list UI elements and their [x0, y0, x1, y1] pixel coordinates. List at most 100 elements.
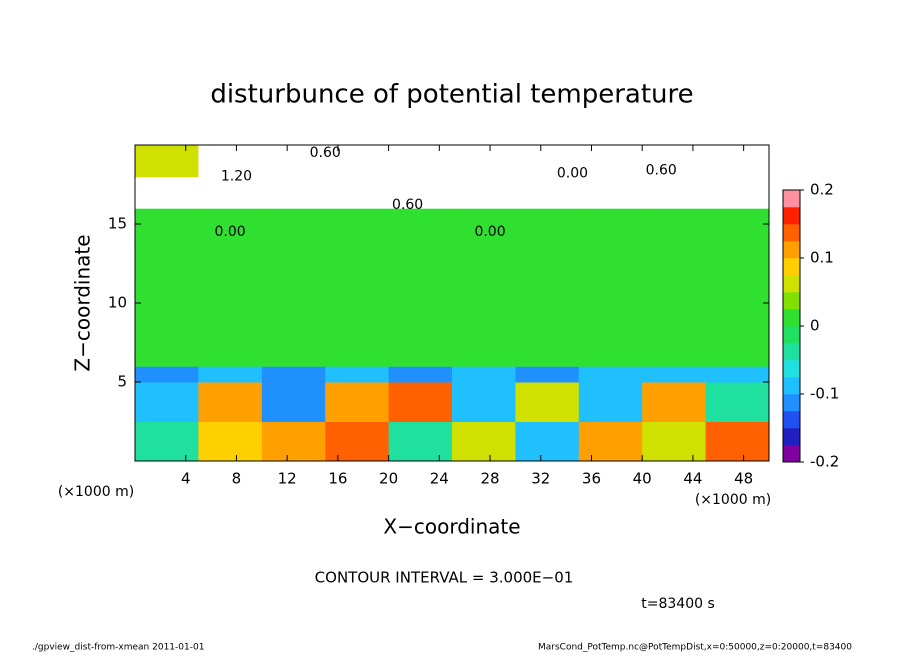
heat-cell [261, 176, 326, 209]
heat-cell [452, 145, 516, 178]
heat-cell [325, 382, 390, 422]
x-tick-label: 48 [734, 470, 753, 488]
colorbar-swatch [783, 411, 800, 429]
heat-cell [515, 208, 580, 304]
heat-cell [135, 145, 199, 178]
heat-cell [705, 208, 770, 304]
heat-cell [325, 366, 390, 383]
heat-cell [705, 145, 770, 178]
contour-label: 0.60 [646, 162, 677, 178]
chart-title: disturbunce of potential temperature [210, 80, 693, 110]
heat-cell [642, 176, 707, 209]
heat-cell [135, 382, 199, 422]
heat-cell [388, 382, 453, 422]
x-tick-label: 8 [232, 470, 242, 488]
heat-cell [325, 145, 390, 178]
heat-cell [515, 382, 580, 422]
contour-interval: CONTOUR INTERVAL = 3.000E−01 [315, 569, 574, 587]
colorbar-swatch [783, 326, 800, 344]
heat-cell [325, 208, 390, 304]
heat-cell [452, 208, 516, 304]
colorbar-tick-label: -0.2 [810, 453, 839, 471]
heat-cell [705, 366, 770, 383]
x-tick-label: 44 [683, 470, 702, 488]
y-tick-label: 5 [117, 373, 127, 391]
heat-cell [642, 208, 707, 304]
heat-cell [578, 145, 643, 178]
heat-cell [261, 303, 326, 367]
colorbar-swatch [783, 190, 800, 208]
heat-cell [198, 145, 263, 178]
heat-cell [515, 303, 580, 367]
x-tick-label: 20 [379, 470, 398, 488]
heat-cell [578, 382, 643, 422]
colorbar-tick-label: 0.1 [810, 249, 834, 267]
heat-cell [705, 303, 770, 367]
colorbar-tick-label: 0 [810, 317, 820, 335]
heat-cell [198, 176, 263, 209]
x-tick-label: 4 [181, 470, 191, 488]
heat-cell [388, 366, 453, 383]
heat-cell [578, 366, 643, 383]
heat-cell [642, 366, 707, 383]
x-tick-label: 16 [328, 470, 347, 488]
contour-label: 0.60 [310, 145, 341, 161]
y-axis-label: Z−coordinate [71, 234, 95, 371]
colorbar-swatch [783, 224, 800, 242]
heat-cell [388, 421, 453, 462]
heat-cell [452, 176, 516, 209]
heat-cell [261, 145, 326, 178]
heat-cell [198, 421, 263, 462]
colorbar-swatch [783, 258, 800, 276]
heat-cell [325, 421, 390, 462]
heat-cell [642, 303, 707, 367]
heat-cell [515, 176, 580, 209]
heat-cell [135, 208, 199, 304]
heat-cell [578, 208, 643, 304]
x-tick-label: 12 [278, 470, 297, 488]
heat-cell [135, 303, 199, 367]
heat-cell [452, 366, 516, 383]
x-tick-label: 40 [633, 470, 652, 488]
contour-label: 0.60 [392, 197, 423, 213]
heat-cell [578, 303, 643, 367]
heat-cell [261, 366, 326, 383]
x-axis-label: X−coordinate [383, 515, 520, 539]
heat-cell [135, 421, 199, 462]
x-tick-label: 24 [430, 470, 449, 488]
heat-cell [515, 145, 580, 178]
heat-cell [642, 382, 707, 422]
heat-cell [705, 382, 770, 422]
heat-cell [452, 421, 516, 462]
contour-label: 0.00 [215, 224, 246, 240]
heat-cell [325, 176, 390, 209]
x-unit-label: (×1000 m) [695, 492, 771, 508]
heat-cell [452, 303, 516, 367]
x-tick-label: 28 [480, 470, 499, 488]
heat-cell [388, 145, 453, 178]
heat-cell [261, 421, 326, 462]
x-unit-label: (×1000 m) [58, 484, 134, 500]
colorbar-swatch [783, 241, 800, 259]
heat-cell [198, 366, 263, 383]
heat-cell [578, 176, 643, 209]
heat-cell [198, 382, 263, 422]
contour-label: 0.00 [474, 224, 505, 240]
heat-cell [135, 366, 199, 383]
heat-cell [388, 208, 453, 304]
colorbar-swatch [783, 428, 800, 446]
heat-cell [452, 382, 516, 422]
y-tick-label: 15 [108, 215, 127, 233]
heat-cell [388, 176, 453, 209]
colorbar-swatch [783, 275, 800, 293]
colorbar-tick-label: 0.2 [810, 181, 834, 199]
colorbar-tick-label: -0.1 [810, 385, 839, 403]
y-tick-label: 10 [108, 294, 127, 312]
colorbar-swatch [783, 394, 800, 412]
heat-cell [705, 176, 770, 209]
heat-cell [515, 366, 580, 383]
heat-cell [515, 421, 580, 462]
colorbar-swatch [783, 343, 800, 361]
heat-cell [198, 303, 263, 367]
